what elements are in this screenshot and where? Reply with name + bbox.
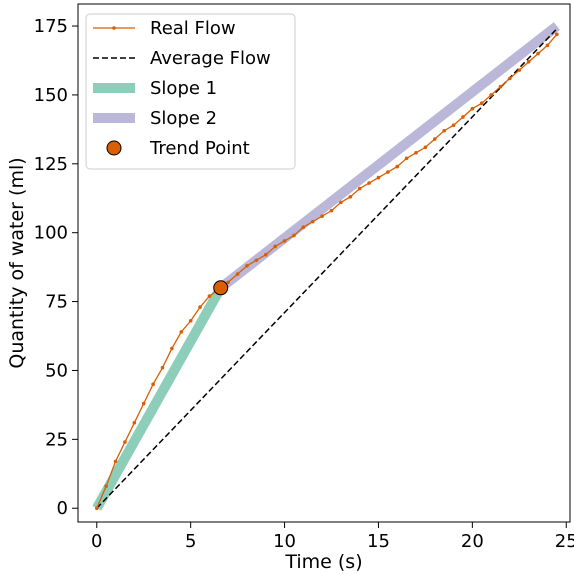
series-real-flow-line <box>96 33 558 509</box>
y-tick-label: 0 <box>57 498 68 519</box>
real-flow-point <box>141 401 146 406</box>
plot-area <box>92 22 560 511</box>
real-flow-point <box>404 156 409 161</box>
real-flow-point <box>555 32 559 37</box>
real-flow-point <box>170 346 174 351</box>
real-flow-point <box>329 208 334 213</box>
real-flow-point <box>376 175 381 180</box>
real-flow-point <box>235 272 240 276</box>
real-flow-point <box>301 225 306 229</box>
real-flow-point <box>498 84 503 89</box>
real-flow-point <box>292 233 296 238</box>
real-flow-point <box>160 365 165 370</box>
series-average-flow-line <box>96 28 558 509</box>
real-flow-point <box>348 195 353 199</box>
real-flow-point <box>489 93 493 97</box>
legend: Real Flow Average Flow Slope 1 Slope 2 Trend… <box>85 13 296 170</box>
trend-point-marker <box>213 280 229 296</box>
x-tick-label: 25 <box>555 531 574 552</box>
real-flow-point <box>273 244 277 249</box>
real-flow-point <box>461 115 465 119</box>
y-tick-label: 25 <box>45 429 68 450</box>
real-flow-point <box>254 258 259 263</box>
legend-label-slope-1: Slope 1 <box>150 78 217 99</box>
real-flow-point <box>432 137 437 141</box>
real-flow-point <box>104 484 108 488</box>
real-flow-point <box>545 43 550 48</box>
real-flow-point <box>226 280 231 285</box>
real-flow-point <box>423 145 428 150</box>
legend-label-slope-2: Slope 2 <box>150 108 217 129</box>
y-tick-label: 50 <box>45 360 68 381</box>
real-flow-point <box>339 200 343 205</box>
real-flow-point <box>414 150 418 155</box>
y-tick-label: 150 <box>34 85 68 106</box>
legend-swatch-dot-real-flow <box>112 26 116 30</box>
y-axis-label: Quantity of water (ml) <box>6 157 28 368</box>
legend-label-real-flow: Real Flow <box>150 18 236 39</box>
x-tick-label: 0 <box>91 531 102 552</box>
real-flow-point <box>386 170 390 174</box>
real-flow-point <box>207 294 212 298</box>
real-flow-point <box>470 106 475 111</box>
real-flow-point <box>442 128 446 133</box>
real-flow-point <box>123 440 127 444</box>
series-slope-1-line <box>92 285 226 511</box>
y-tick-label: 100 <box>34 223 68 244</box>
real-flow-point <box>151 382 155 387</box>
legend-label-trend-point: Trend Point <box>149 138 250 159</box>
x-axis: 0 5 10 15 20 25 <box>91 522 574 552</box>
real-flow-point <box>188 319 193 323</box>
legend-label-average-flow: Average Flow <box>150 48 271 69</box>
real-flow-point <box>245 263 249 268</box>
real-flow-point <box>479 101 484 105</box>
real-flow-point <box>320 214 324 218</box>
real-flow-point <box>113 459 118 464</box>
real-flow-point <box>132 421 137 425</box>
y-tick-label: 125 <box>34 154 68 175</box>
real-flow-point <box>395 164 400 169</box>
real-flow-point <box>508 76 512 81</box>
y-axis: 0 25 50 75 100 125 150 175 <box>34 16 78 519</box>
legend-box <box>85 13 296 170</box>
x-tick-label: 10 <box>273 531 296 552</box>
real-flow-point <box>282 239 287 243</box>
real-flow-point <box>198 305 202 309</box>
real-flow-point <box>357 186 362 191</box>
x-tick-label: 15 <box>367 531 390 552</box>
plot-frame <box>77 3 571 523</box>
real-flow-point <box>451 123 456 128</box>
series-slope-2-line <box>217 22 560 292</box>
x-axis-label: Time (s) <box>284 551 362 573</box>
y-tick-label: 175 <box>34 16 68 37</box>
real-flow-point <box>263 252 268 257</box>
real-flow-point <box>517 68 522 72</box>
real-flow-point <box>526 60 531 64</box>
real-flow-point <box>536 51 540 56</box>
x-tick-label: 5 <box>185 531 196 552</box>
real-flow-point <box>179 330 184 334</box>
y-tick-label: 75 <box>45 292 68 313</box>
x-tick-label: 20 <box>461 531 484 552</box>
real-flow-point <box>94 506 99 511</box>
real-flow-point <box>310 219 315 224</box>
real-flow-point <box>367 181 371 185</box>
legend-swatch-trend-point <box>106 140 122 156</box>
